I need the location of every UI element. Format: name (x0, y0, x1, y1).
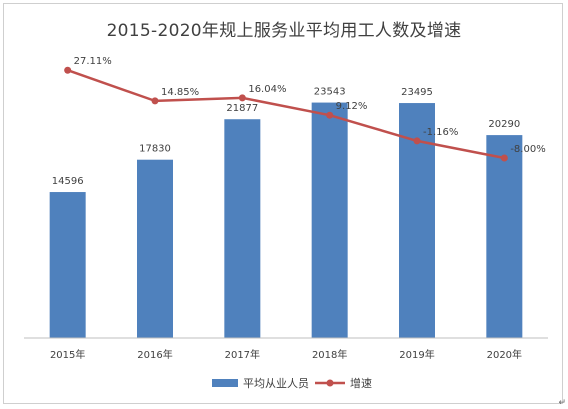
bar-label-1: 17830 (139, 144, 171, 155)
growth-label-0: 27.11% (74, 56, 112, 67)
x-tick-labels: 2015年 2016年 2017年 2018年 2019年 2020年 (50, 348, 522, 361)
bar-label-3: 23543 (314, 87, 346, 98)
bar-label-0: 14596 (52, 176, 84, 187)
legend-label-line: 增速 (350, 376, 372, 390)
x-tick-label-1: 2016年 (137, 348, 172, 361)
growth-marker-3 (326, 111, 334, 119)
bar-0 (49, 192, 86, 338)
chart-frame (3, 3, 563, 404)
bar-label-5: 20290 (488, 119, 520, 130)
x-tick-label-3: 2018年 (312, 348, 347, 361)
growth-label-4: -1.16% (423, 127, 458, 138)
growth-label-3: 9.12% (336, 101, 368, 112)
growth-marker-5 (500, 154, 508, 162)
bar-2 (224, 119, 261, 338)
x-tick-label-4: 2019年 (399, 348, 434, 361)
bar-labels: 14596 17830 21877 23543 23495 20290 (52, 87, 520, 187)
growth-marker-0 (64, 66, 72, 74)
bar-label-4: 23495 (401, 87, 433, 98)
return-mark-icon: ↵ (558, 398, 566, 408)
growth-marker-2 (238, 94, 246, 102)
legend: 平均从业人员 增速 (212, 376, 372, 390)
growth-line (67, 69, 505, 160)
growth-marker-4 (413, 137, 421, 145)
legend-swatch-marker (326, 379, 334, 387)
bar-5 (486, 135, 523, 338)
bar-3 (311, 102, 348, 338)
growth-marker-1 (151, 97, 159, 105)
growth-label-5: -8.00% (510, 144, 545, 155)
line-series (64, 66, 508, 162)
x-tick-label-5: 2020年 (487, 348, 522, 361)
growth-label-1: 14.85% (161, 87, 199, 98)
line-labels: 27.11% 14.85% 16.04% 9.12% -1.16% -8.00% (74, 56, 546, 155)
bar-label-2: 21877 (226, 103, 258, 114)
chart-title: 2015-2020年规上服务业平均用工人数及增速 (106, 21, 462, 41)
x-tick-label-0: 2015年 (50, 348, 85, 361)
bar-series (49, 102, 523, 338)
bar-1 (137, 159, 173, 338)
legend-label-bar: 平均从业人员 (243, 377, 309, 390)
legend-swatch-bar (212, 379, 238, 387)
x-tick-label-2: 2017年 (225, 348, 260, 361)
growth-label-2: 16.04% (248, 84, 286, 95)
